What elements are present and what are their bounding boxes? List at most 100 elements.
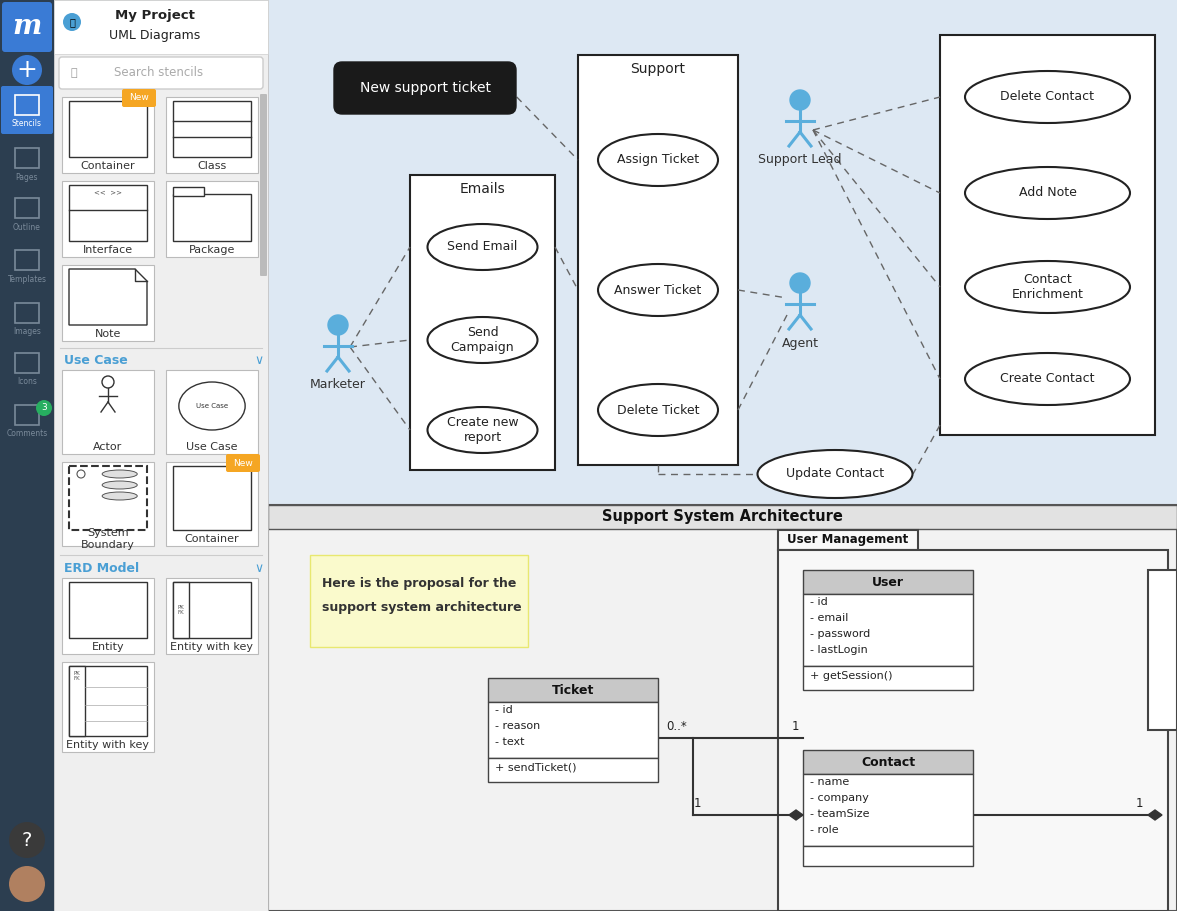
- Circle shape: [64, 13, 81, 31]
- FancyBboxPatch shape: [268, 505, 1177, 911]
- Text: Class: Class: [198, 161, 227, 171]
- FancyBboxPatch shape: [803, 594, 973, 666]
- Text: Support Lead: Support Lead: [758, 153, 842, 167]
- Text: User: User: [872, 576, 904, 589]
- Text: Contact: Contact: [860, 755, 915, 769]
- FancyBboxPatch shape: [54, 0, 268, 911]
- Text: Answer Ticket: Answer Ticket: [614, 283, 701, 296]
- Text: Add Note: Add Note: [1018, 187, 1077, 200]
- Text: PK
FK: PK FK: [178, 605, 185, 616]
- FancyBboxPatch shape: [488, 758, 658, 782]
- Text: Ticket: Ticket: [552, 683, 594, 697]
- FancyBboxPatch shape: [173, 101, 251, 157]
- Text: Assign Ticket: Assign Ticket: [617, 153, 699, 167]
- FancyBboxPatch shape: [0, 0, 54, 911]
- FancyBboxPatch shape: [166, 97, 258, 173]
- Text: My Project: My Project: [115, 9, 195, 23]
- Text: Use Case: Use Case: [195, 403, 228, 409]
- FancyBboxPatch shape: [173, 582, 251, 638]
- Text: Support: Support: [631, 62, 685, 76]
- Ellipse shape: [598, 384, 718, 436]
- FancyBboxPatch shape: [268, 505, 1177, 529]
- Text: Update Contact: Update Contact: [786, 467, 884, 480]
- Text: System
Boundary: System Boundary: [81, 528, 135, 550]
- Polygon shape: [789, 810, 803, 820]
- Ellipse shape: [102, 492, 138, 500]
- Text: 1: 1: [1136, 797, 1144, 810]
- Text: Note: Note: [95, 329, 121, 339]
- Text: - text: - text: [496, 737, 525, 747]
- Text: Contact
Enrichment: Contact Enrichment: [1011, 273, 1084, 301]
- Ellipse shape: [965, 167, 1130, 219]
- Circle shape: [77, 470, 85, 478]
- Text: Send
Campaign: Send Campaign: [451, 326, 514, 354]
- FancyBboxPatch shape: [940, 35, 1155, 435]
- Text: Package: Package: [188, 245, 235, 255]
- Text: Stencils: Stencils: [12, 119, 42, 128]
- FancyBboxPatch shape: [778, 550, 1168, 911]
- FancyBboxPatch shape: [166, 462, 258, 546]
- FancyBboxPatch shape: [334, 62, 516, 114]
- FancyBboxPatch shape: [803, 774, 973, 846]
- Text: New support ticket: New support ticket: [359, 81, 491, 95]
- Circle shape: [36, 400, 52, 416]
- Text: 🔍: 🔍: [71, 68, 78, 78]
- FancyBboxPatch shape: [173, 582, 189, 638]
- Text: Search stencils: Search stencils: [114, 67, 204, 79]
- FancyBboxPatch shape: [173, 466, 251, 530]
- Text: Here is the proposal for the: Here is the proposal for the: [322, 577, 517, 589]
- Ellipse shape: [965, 71, 1130, 123]
- Text: ERD Model: ERD Model: [64, 561, 139, 575]
- Ellipse shape: [758, 450, 912, 498]
- FancyBboxPatch shape: [62, 370, 154, 454]
- Text: 🔒: 🔒: [69, 17, 75, 27]
- Text: Support System Architecture: Support System Architecture: [603, 509, 843, 525]
- Text: Delete Ticket: Delete Ticket: [617, 404, 699, 416]
- Text: - id: - id: [810, 597, 827, 607]
- Text: Icons: Icons: [16, 377, 36, 386]
- Text: User Management: User Management: [787, 534, 909, 547]
- Text: Create Contact: Create Contact: [1000, 373, 1095, 385]
- Text: +: +: [16, 58, 38, 82]
- FancyBboxPatch shape: [62, 181, 154, 257]
- Text: Marketer: Marketer: [310, 378, 366, 392]
- Text: Comments: Comments: [6, 429, 47, 438]
- FancyBboxPatch shape: [310, 555, 528, 647]
- FancyBboxPatch shape: [410, 175, 556, 470]
- FancyBboxPatch shape: [69, 666, 85, 736]
- Text: support system architecture: support system architecture: [322, 600, 521, 613]
- FancyBboxPatch shape: [268, 0, 1177, 911]
- Text: ∨: ∨: [254, 354, 264, 367]
- Text: Create new
report: Create new report: [447, 416, 518, 444]
- FancyBboxPatch shape: [166, 181, 258, 257]
- Text: <<  >>: << >>: [94, 190, 122, 196]
- FancyBboxPatch shape: [803, 846, 973, 866]
- FancyBboxPatch shape: [488, 702, 658, 758]
- Polygon shape: [1148, 810, 1162, 820]
- FancyBboxPatch shape: [62, 578, 154, 654]
- Text: + getSession(): + getSession(): [810, 671, 892, 681]
- Text: Entity: Entity: [92, 642, 125, 652]
- Text: ?: ?: [22, 831, 32, 849]
- FancyBboxPatch shape: [62, 662, 154, 752]
- FancyBboxPatch shape: [803, 570, 973, 594]
- FancyBboxPatch shape: [69, 466, 147, 530]
- Text: - reason: - reason: [496, 721, 540, 731]
- Text: Templates: Templates: [7, 274, 47, 283]
- Text: - lastLogin: - lastLogin: [810, 645, 867, 655]
- FancyBboxPatch shape: [260, 94, 267, 276]
- Ellipse shape: [179, 382, 245, 430]
- FancyBboxPatch shape: [166, 370, 258, 454]
- FancyBboxPatch shape: [59, 57, 262, 89]
- Text: Interface: Interface: [82, 245, 133, 255]
- Text: Outline: Outline: [13, 222, 41, 231]
- Text: PK
FK: PK FK: [74, 670, 80, 681]
- FancyBboxPatch shape: [62, 265, 154, 341]
- Text: UML Diagrams: UML Diagrams: [109, 29, 200, 43]
- Text: + sendTicket(): + sendTicket(): [496, 763, 577, 773]
- FancyBboxPatch shape: [173, 194, 251, 241]
- Text: Use Case: Use Case: [64, 354, 128, 367]
- FancyBboxPatch shape: [122, 89, 157, 107]
- Circle shape: [790, 90, 810, 110]
- Text: - role: - role: [810, 825, 839, 835]
